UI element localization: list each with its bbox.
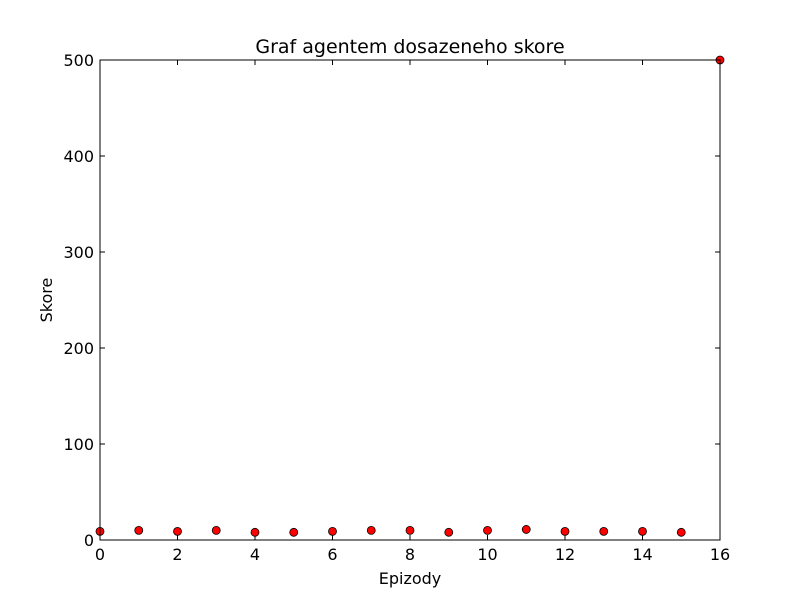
y-tick-label: 300 bbox=[63, 243, 94, 262]
y-tick-label: 100 bbox=[63, 435, 94, 454]
data-point bbox=[521, 525, 531, 534]
y-tick-label: 0 bbox=[84, 531, 94, 550]
data-point bbox=[483, 526, 492, 535]
y-axis-label: Skore bbox=[37, 278, 56, 323]
data-point bbox=[250, 527, 260, 537]
x-tick-label: 8 bbox=[405, 545, 415, 564]
data-point bbox=[289, 527, 299, 537]
data-point bbox=[211, 526, 221, 535]
x-tick-label: 10 bbox=[477, 545, 497, 564]
x-tick-label: 0 bbox=[95, 545, 105, 564]
x-axis-label: Epizody bbox=[379, 569, 442, 588]
x-tick-label: 6 bbox=[327, 545, 337, 564]
x-tick-label: 16 bbox=[710, 545, 730, 564]
x-tick-label: 12 bbox=[555, 545, 575, 564]
data-point bbox=[599, 526, 609, 536]
chart-title: Graf agentem dosazeneho skore bbox=[255, 36, 564, 58]
data-point bbox=[560, 526, 570, 536]
data-point bbox=[405, 526, 415, 535]
y-tick-label: 400 bbox=[63, 147, 94, 166]
data-point bbox=[366, 526, 376, 535]
data-point bbox=[676, 527, 686, 537]
y-tick-label: 200 bbox=[63, 339, 94, 358]
data-points bbox=[95, 55, 725, 537]
x-tick-label: 4 bbox=[250, 545, 260, 564]
data-point bbox=[173, 526, 182, 536]
data-point bbox=[638, 526, 647, 536]
plot-frame bbox=[99, 59, 721, 541]
x-tick-label: 2 bbox=[172, 545, 182, 564]
data-point bbox=[328, 526, 337, 536]
data-point bbox=[444, 527, 454, 537]
x-tick-label: 14 bbox=[632, 545, 652, 564]
data-point bbox=[134, 526, 144, 535]
y-tick-label: 500 bbox=[63, 51, 94, 70]
